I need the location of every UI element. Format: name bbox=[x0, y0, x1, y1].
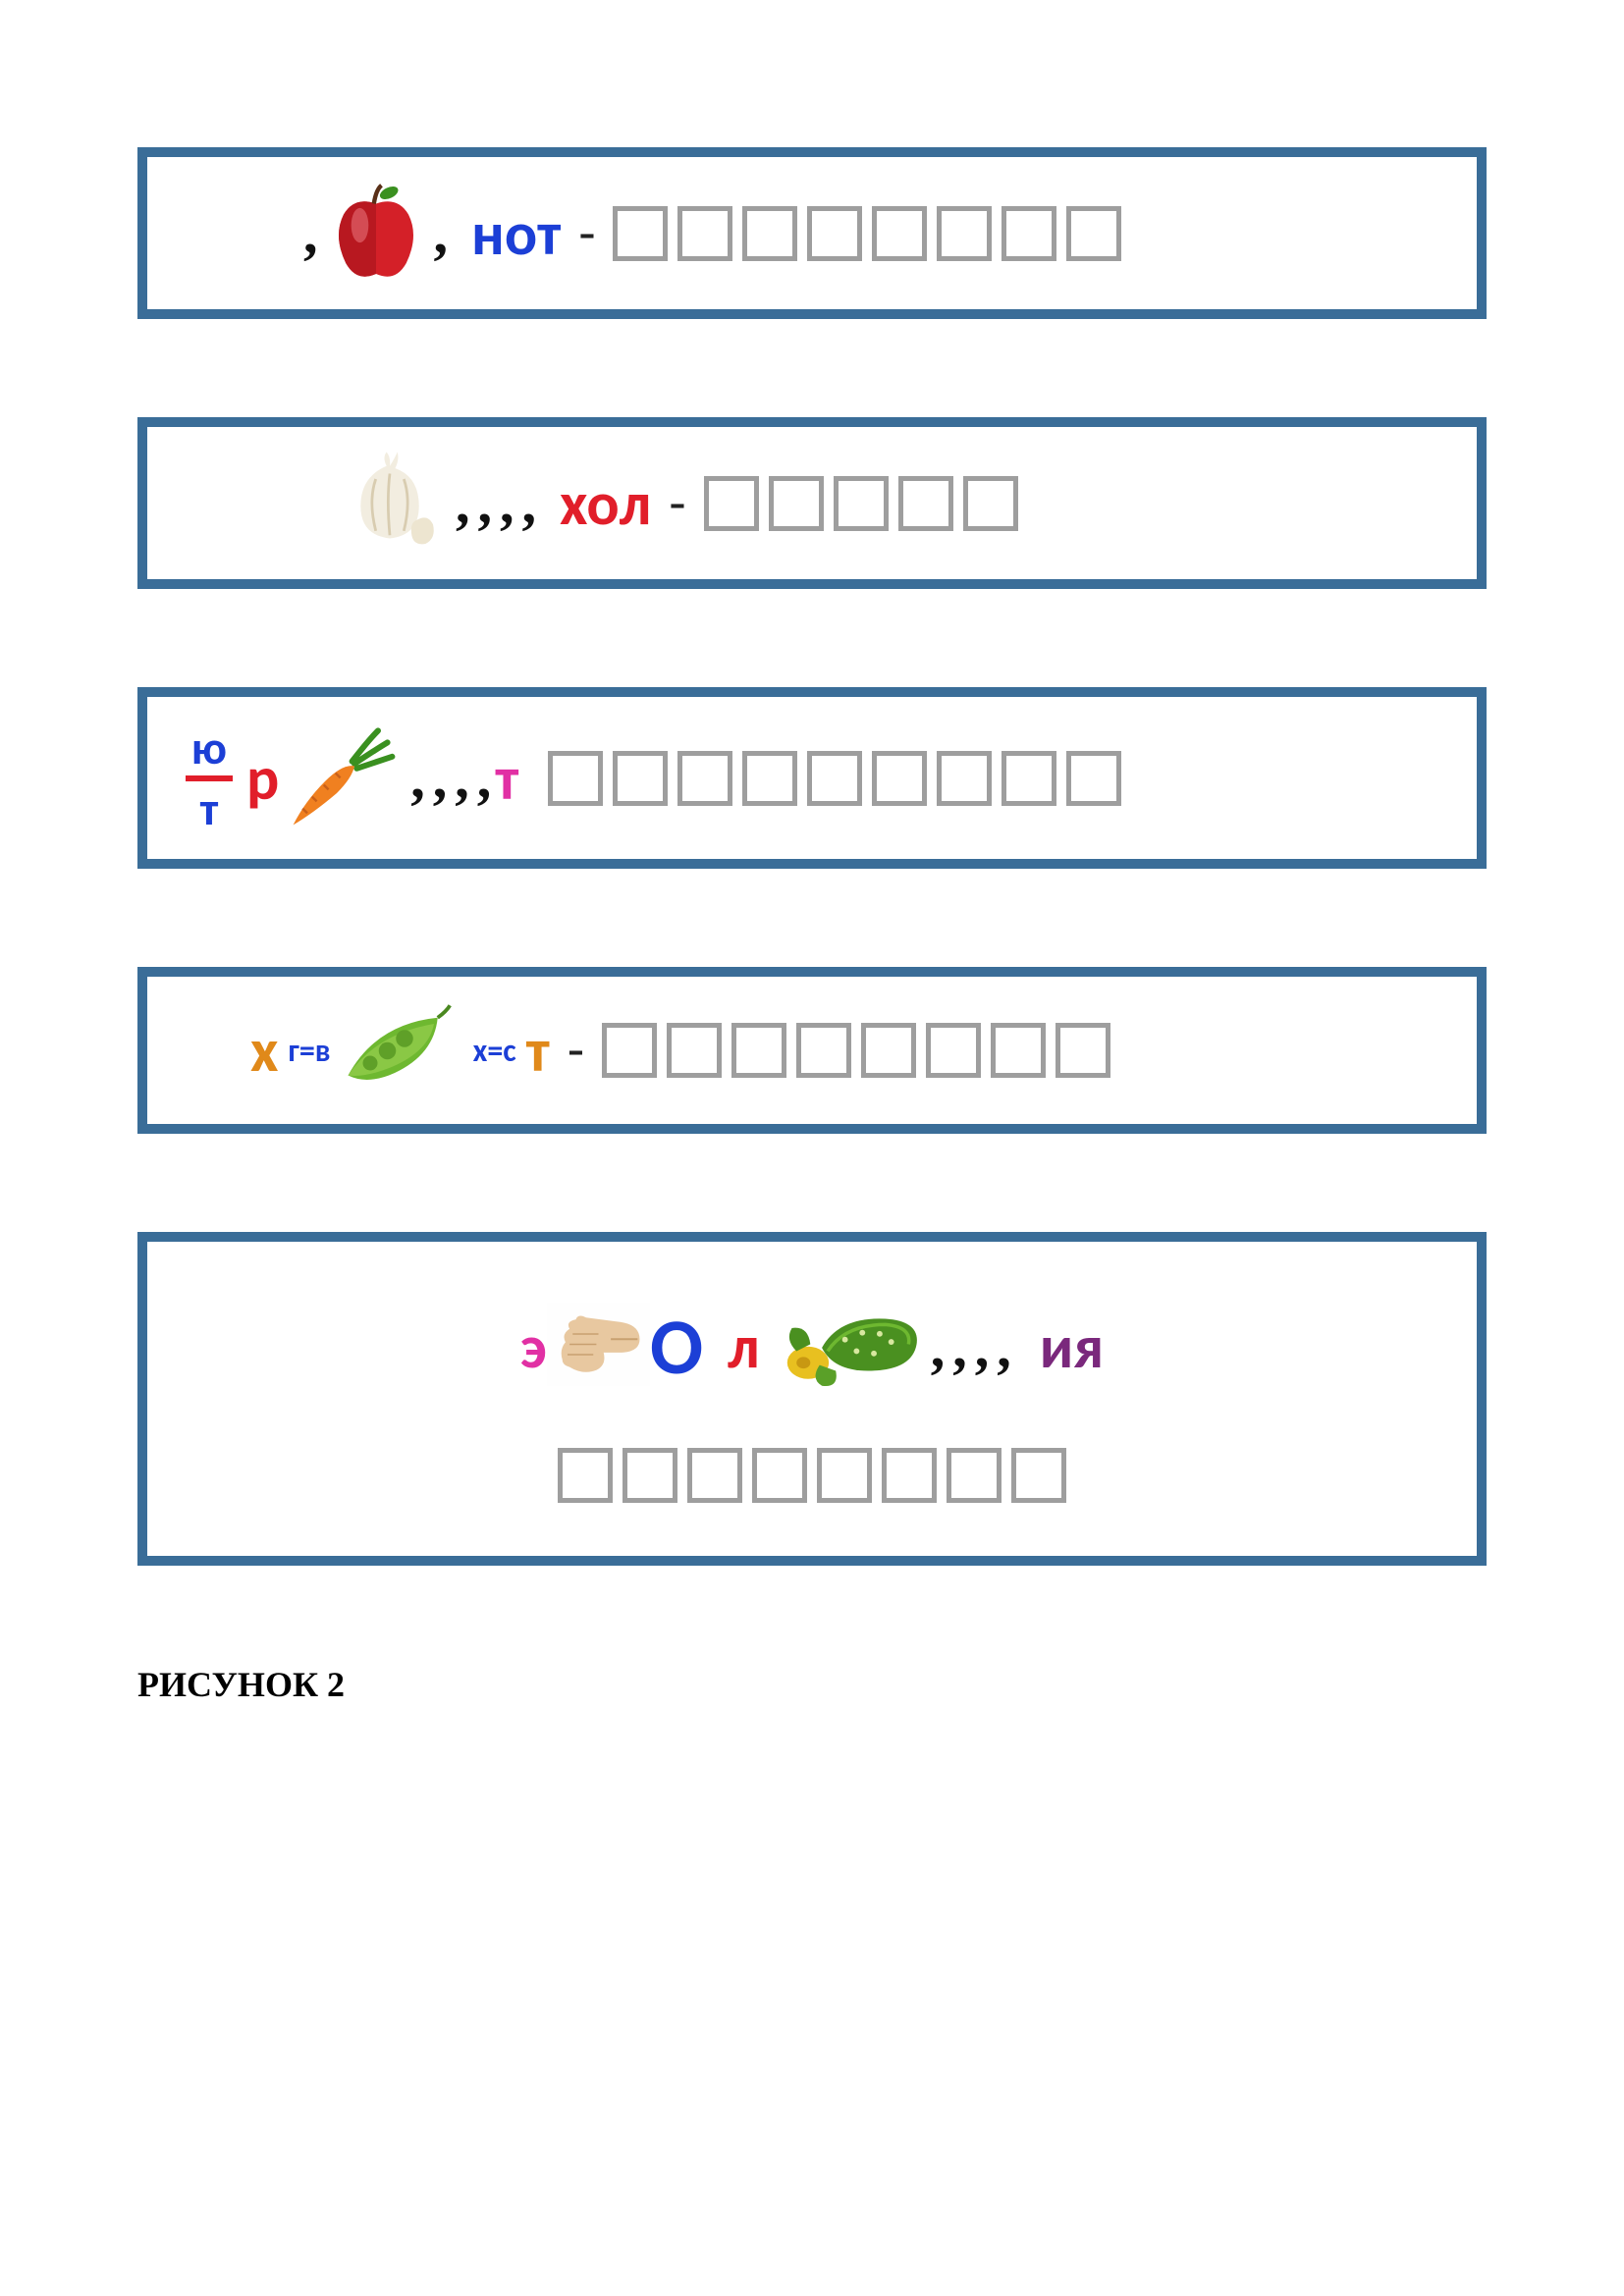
comma: , bbox=[455, 745, 469, 811]
answer-box bbox=[687, 1448, 742, 1503]
answer-box bbox=[731, 1023, 786, 1078]
answer-box bbox=[937, 206, 992, 261]
answer-box bbox=[1011, 1448, 1066, 1503]
fraction-bot: т bbox=[200, 785, 219, 832]
letter-text: э bbox=[520, 1309, 547, 1384]
comma: , bbox=[522, 470, 537, 536]
answer-box bbox=[613, 751, 668, 806]
answer-box bbox=[807, 751, 862, 806]
answer-box bbox=[677, 206, 732, 261]
rebus-5-row1: э О л bbox=[182, 1296, 1442, 1399]
comma: , bbox=[478, 470, 493, 536]
answer-box bbox=[872, 751, 927, 806]
answer-box bbox=[1066, 751, 1121, 806]
pointing-hand-icon bbox=[547, 1303, 650, 1391]
comma: , bbox=[931, 1314, 946, 1380]
fraction: ю т bbox=[186, 724, 233, 832]
answer-box bbox=[769, 476, 824, 531]
answer-box bbox=[1056, 1023, 1110, 1078]
letter-text: л bbox=[728, 1309, 760, 1384]
comma: , bbox=[434, 200, 449, 266]
substitution-text: г=в bbox=[289, 1032, 331, 1070]
answer-box bbox=[1001, 206, 1056, 261]
letter-text: ия bbox=[1040, 1309, 1104, 1384]
answer-box bbox=[602, 1023, 657, 1078]
rebus-4: х г=в х=с т - bbox=[137, 967, 1487, 1134]
answer-box bbox=[926, 1023, 981, 1078]
dash: - bbox=[669, 470, 685, 537]
answer-box bbox=[1066, 206, 1121, 261]
garlic-icon bbox=[339, 447, 452, 560]
rebus-5-row2 bbox=[182, 1448, 1442, 1503]
dash: - bbox=[578, 200, 595, 267]
rebus-3: ю т р , , , , т bbox=[137, 687, 1487, 869]
figure-caption: РИСУНОК 2 bbox=[137, 1664, 1487, 1705]
answer-box bbox=[752, 1448, 807, 1503]
answer-box bbox=[548, 751, 603, 806]
answer-box bbox=[796, 1023, 851, 1078]
answer-boxes bbox=[548, 751, 1121, 806]
comma: , bbox=[410, 745, 425, 811]
peapod-icon bbox=[331, 999, 459, 1102]
rebus-2: , , , , хол - bbox=[137, 417, 1487, 589]
dash: - bbox=[568, 1017, 584, 1084]
answer-box bbox=[742, 206, 797, 261]
rebus-1: , , нот - bbox=[137, 147, 1487, 319]
answer-box bbox=[817, 1448, 872, 1503]
answer-box bbox=[807, 206, 862, 261]
answer-box bbox=[991, 1023, 1046, 1078]
letter-text: т bbox=[526, 1013, 550, 1088]
letter-text: т bbox=[495, 741, 518, 816]
comma: , bbox=[952, 1314, 967, 1380]
substitution-text: х=с bbox=[473, 1032, 516, 1070]
cucumber-icon bbox=[775, 1296, 927, 1399]
answer-boxes bbox=[602, 1023, 1110, 1078]
answer-box bbox=[613, 206, 668, 261]
rebus-5: э О л bbox=[137, 1232, 1487, 1566]
carrot-icon bbox=[279, 717, 406, 839]
answer-boxes bbox=[613, 206, 1121, 261]
answer-box bbox=[558, 1448, 613, 1503]
comma: , bbox=[997, 1314, 1011, 1380]
comma: , bbox=[477, 745, 492, 811]
letter-text: р bbox=[246, 741, 279, 816]
letter-text: О bbox=[650, 1300, 703, 1395]
letter-text: нот bbox=[471, 196, 561, 271]
answer-box bbox=[677, 751, 732, 806]
answer-box bbox=[947, 1448, 1001, 1503]
fraction-top: ю bbox=[191, 724, 227, 772]
comma: , bbox=[456, 470, 470, 536]
answer-boxes bbox=[704, 476, 1018, 531]
answer-boxes bbox=[558, 1448, 1066, 1503]
comma: , bbox=[500, 470, 514, 536]
comma: , bbox=[303, 200, 318, 266]
apple-icon bbox=[322, 177, 430, 290]
answer-box bbox=[1001, 751, 1056, 806]
answer-box bbox=[704, 476, 759, 531]
answer-box bbox=[667, 1023, 722, 1078]
answer-box bbox=[882, 1448, 937, 1503]
comma: , bbox=[433, 745, 448, 811]
answer-box bbox=[898, 476, 953, 531]
answer-box bbox=[937, 751, 992, 806]
letter-text: х bbox=[250, 1013, 279, 1088]
answer-box bbox=[872, 206, 927, 261]
answer-box bbox=[861, 1023, 916, 1078]
letter-text: хол bbox=[560, 466, 651, 541]
answer-box bbox=[834, 476, 889, 531]
comma: , bbox=[975, 1314, 990, 1380]
answer-box bbox=[963, 476, 1018, 531]
answer-box bbox=[623, 1448, 677, 1503]
answer-box bbox=[742, 751, 797, 806]
